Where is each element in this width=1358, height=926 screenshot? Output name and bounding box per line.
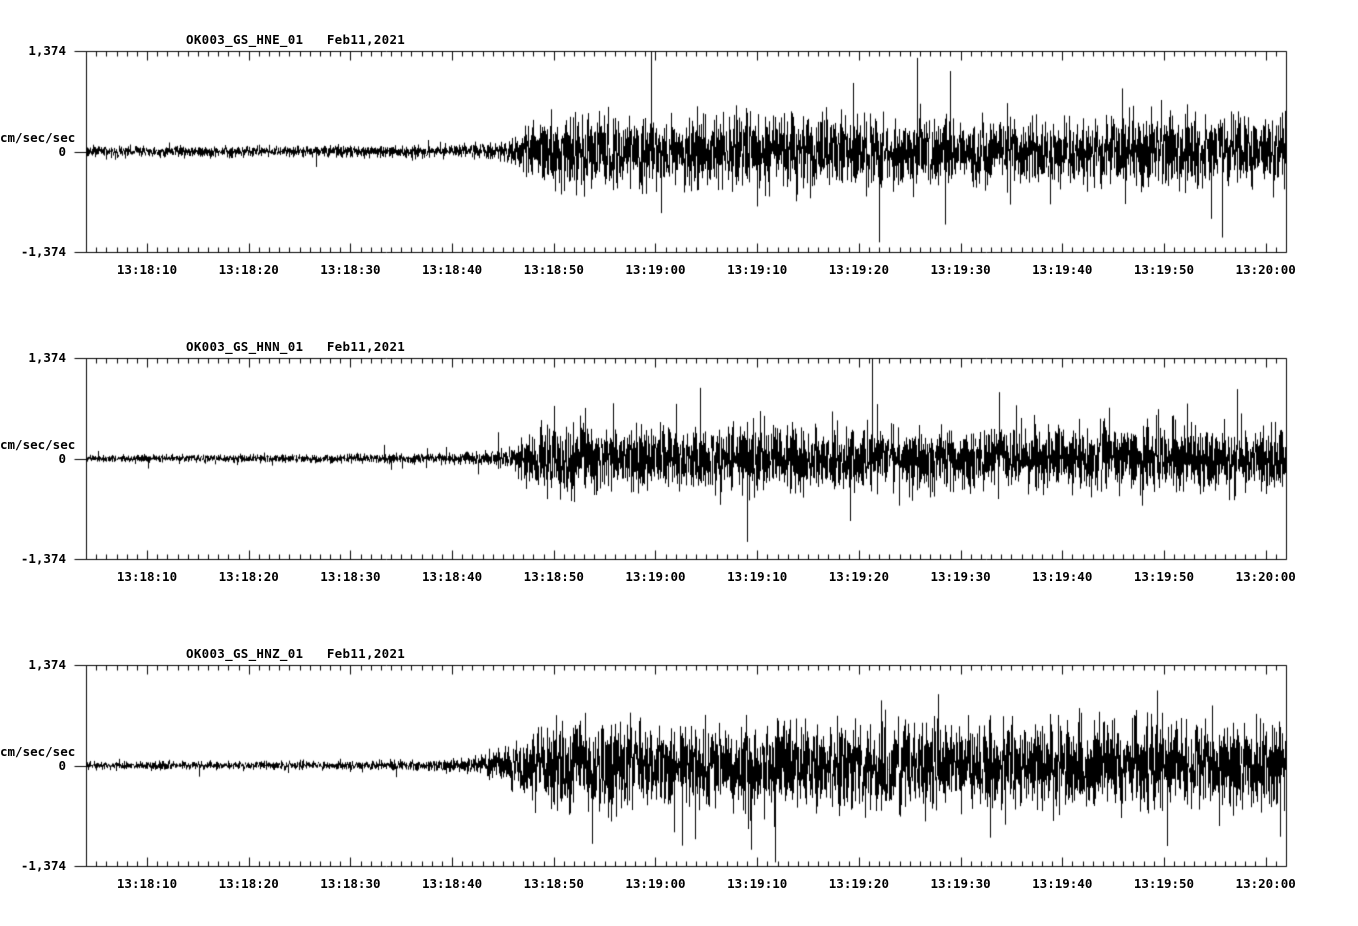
x-tick-label: 13:19:10	[727, 262, 788, 277]
y-tick-min-hne: -1,374	[20, 244, 66, 259]
x-tick-label: 13:18:50	[523, 876, 584, 891]
y-tick-min-hnz: -1,374	[20, 858, 66, 873]
x-tick-label: 13:19:50	[1133, 876, 1195, 891]
x-tick-label: 13:19:00	[625, 262, 686, 277]
y-tick-zero-hne: 0	[58, 143, 66, 159]
x-tick-label: 13:18:10	[116, 876, 178, 891]
x-tick-label: 13:19:40	[1032, 876, 1093, 891]
seismogram-panel-hnn: OK003_GS_HNN_01 Feb11,2021 cm/sec/sec 1,…	[0, 318, 1358, 619]
x-tick-label: 13:18:20	[218, 262, 279, 277]
x-tick-label: 13:18:20	[218, 569, 279, 584]
x-tick-label: 13:19:50	[1133, 569, 1195, 584]
x-tick-label: 13:19:00	[625, 569, 686, 584]
x-tick-label: 13:18:50	[523, 569, 584, 584]
x-tick-label: 13:19:20	[828, 569, 889, 584]
x-tick-label: 13:19:30	[930, 262, 991, 277]
x-tick-label: 13:19:00	[625, 876, 686, 891]
x-tick-label: 13:19:30	[930, 876, 991, 891]
y-axis-unit-label-hnn: cm/sec/sec	[0, 436, 76, 452]
x-tick-label: 13:18:10	[116, 262, 178, 277]
x-tick-label: 13:18:30	[320, 876, 381, 891]
waveform-canvas-hnn	[0, 318, 1358, 619]
x-tick-label: 13:18:10	[116, 569, 178, 584]
panel-title-hnn: OK003_GS_HNN_01 Feb11,2021	[186, 339, 406, 354]
x-tick-label: 13:18:20	[218, 876, 279, 891]
y-tick-max-hne: 1,374	[28, 43, 66, 58]
y-tick-zero-hnz: 0	[58, 757, 66, 773]
x-tick-label: 13:19:20	[828, 262, 889, 277]
y-tick-max-hnn: 1,374	[28, 350, 66, 365]
x-tick-label: 13:19:50	[1133, 262, 1195, 277]
y-tick-zero-hnn: 0	[58, 450, 66, 466]
x-tick-label: 13:19:10	[727, 876, 788, 891]
y-tick-min-hnn: -1,374	[20, 551, 66, 566]
x-tick-label: 13:19:30	[930, 569, 991, 584]
seismogram-panel-hne: OK003_GS_HNE_01 Feb11,2021 cm/sec/sec 1,…	[0, 11, 1358, 312]
x-tick-label: 13:20:00	[1235, 262, 1296, 277]
x-tick-label: 13:19:40	[1032, 262, 1093, 277]
x-tick-label: 13:19:40	[1032, 569, 1093, 584]
x-tick-label: 13:19:20	[828, 876, 889, 891]
x-tick-label: 13:18:30	[320, 262, 381, 277]
panel-title-hne: OK003_GS_HNE_01 Feb11,2021	[186, 32, 406, 47]
x-tick-label: 13:19:10	[727, 569, 788, 584]
x-tick-label: 13:20:00	[1235, 876, 1296, 891]
seismogram-panel-hnz: OK003_GS_HNZ_01 Feb11,2021 cm/sec/sec 1,…	[0, 625, 1358, 926]
x-tick-label: 13:18:40	[421, 569, 483, 584]
x-tick-label: 13:18:40	[421, 262, 483, 277]
x-tick-label: 13:18:30	[320, 569, 381, 584]
y-axis-unit-label-hne: cm/sec/sec	[0, 129, 76, 145]
waveform-canvas-hne	[0, 11, 1358, 312]
x-tick-label: 13:20:00	[1235, 569, 1296, 584]
waveform-canvas-hnz	[0, 625, 1358, 926]
y-tick-max-hnz: 1,374	[28, 657, 66, 672]
panel-title-hnz: OK003_GS_HNZ_01 Feb11,2021	[186, 646, 406, 661]
x-tick-label: 13:18:50	[523, 262, 584, 277]
x-tick-label: 13:18:40	[421, 876, 483, 891]
y-axis-unit-label-hnz: cm/sec/sec	[0, 743, 76, 759]
